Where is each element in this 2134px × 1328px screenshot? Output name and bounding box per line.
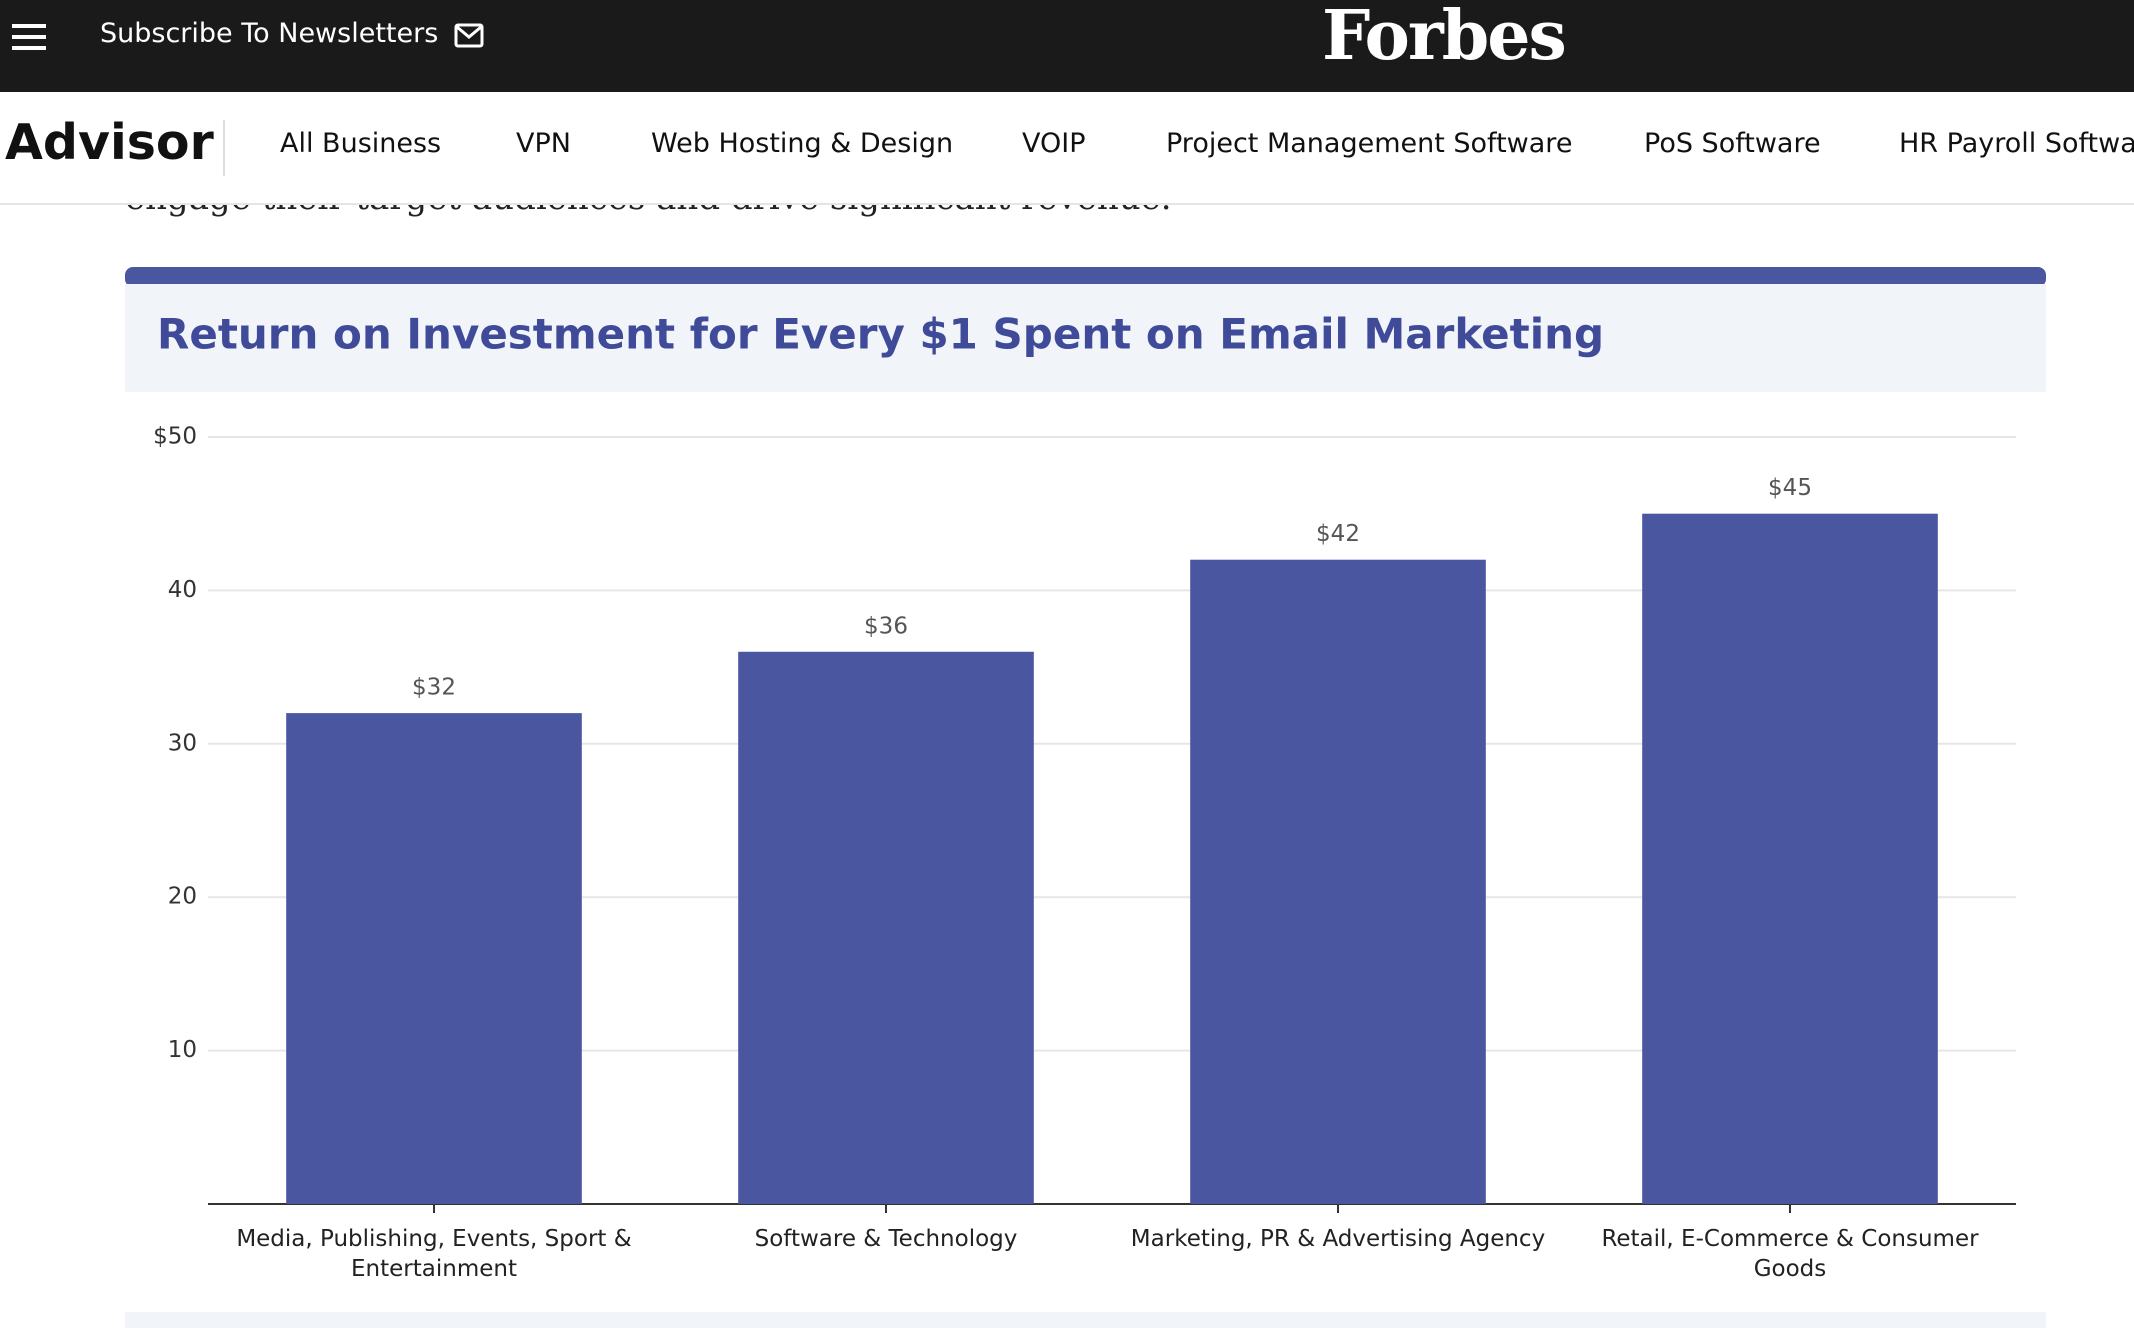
divider xyxy=(223,120,225,176)
value-label: $32 xyxy=(412,675,456,701)
brand[interactable]: Advisor xyxy=(5,114,214,171)
y-tick-label: $50 xyxy=(153,424,197,450)
nav-item[interactable]: PoS Software xyxy=(1644,128,1821,159)
nav-item[interactable]: VOIP xyxy=(1022,128,1086,159)
nav-item[interactable]: Web Hosting & Design xyxy=(651,128,954,159)
chart-title: Return on Investment for Every $1 Spent … xyxy=(157,310,1604,359)
nav-item[interactable]: VPN xyxy=(516,128,571,159)
nav-item[interactable]: All Business xyxy=(280,128,442,159)
mail-icon[interactable] xyxy=(454,22,486,50)
value-label: $36 xyxy=(864,613,908,639)
value-label: $45 xyxy=(1768,475,1812,501)
x-tick-label: Software & Technology xyxy=(754,1226,1018,1252)
x-tick-label: Media, Publishing, Events, Sport & Enter… xyxy=(236,1226,632,1282)
bar xyxy=(286,713,582,1204)
y-tick-label: 30 xyxy=(168,730,197,756)
value-label: $42 xyxy=(1316,521,1360,547)
card-footer xyxy=(125,1312,2046,1328)
logo[interactable]: Forbes xyxy=(1322,0,1567,76)
card-accent xyxy=(125,267,2046,287)
y-tick-label: 10 xyxy=(168,1037,197,1063)
nav-item[interactable]: Project Management Software xyxy=(1166,128,1573,159)
x-tick-label: Retail, E-Commerce & Consumer Goods xyxy=(1601,1226,1979,1282)
bar xyxy=(1642,513,1938,1204)
y-tick-label: 20 xyxy=(168,884,197,910)
x-tick-label: Marketing, PR & Advertising Agency xyxy=(1130,1226,1546,1252)
nav-bar: Advisor All Business VPN Web Hosting & Des… xyxy=(0,92,2134,205)
top-bar: Subscribe To Newsletters Forbes xyxy=(0,0,2134,92)
menu-icon[interactable] xyxy=(12,22,48,52)
subscribe-link[interactable]: Subscribe To Newsletters xyxy=(100,18,439,49)
y-tick-label: 40 xyxy=(168,577,197,603)
nav-item[interactable]: HR Payroll Software xyxy=(1899,128,2134,159)
title-band xyxy=(125,284,2046,392)
bar xyxy=(1190,559,1486,1204)
bar xyxy=(738,651,1034,1204)
